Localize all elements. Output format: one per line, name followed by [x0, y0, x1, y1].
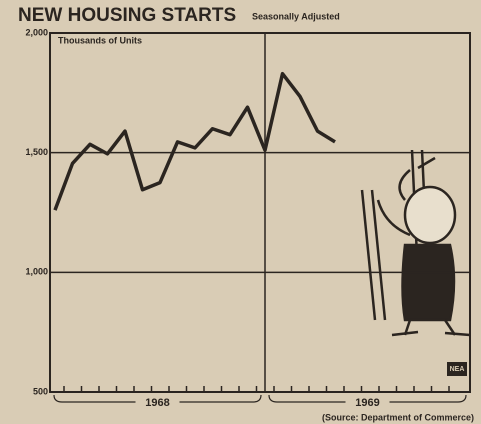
badge-text: NEA [450, 366, 465, 373]
y-tick-label: 1,000 [25, 267, 48, 277]
source-note: (Source: Department of Commerce) [322, 412, 474, 422]
y-tick-label: 500 [33, 386, 48, 396]
page: NEW HOUSING STARTS Seasonally Adjusted T… [0, 0, 481, 424]
chart: NEW HOUSING STARTS Seasonally Adjusted T… [0, 0, 481, 424]
year-label: 1968 [145, 397, 169, 409]
y-tick-label: 1,500 [25, 147, 48, 157]
y-axis-label: Thousands of Units [58, 35, 142, 45]
chart-subtitle: Seasonally Adjusted [252, 11, 340, 21]
chart-title: NEW HOUSING STARTS [18, 5, 236, 26]
year-label: 1969 [355, 397, 379, 409]
y-tick-label: 2,000 [25, 27, 48, 37]
